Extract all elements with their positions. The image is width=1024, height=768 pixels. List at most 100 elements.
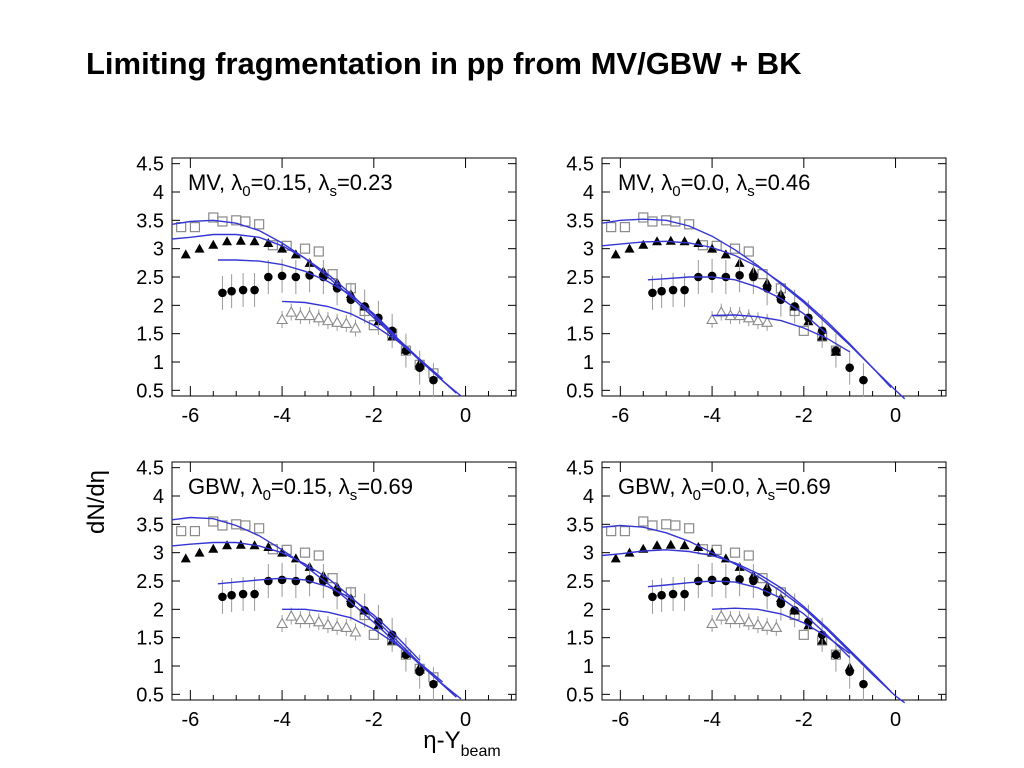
chart-panel-1: 0.511.522.533.544.5-6 -4 -2 0MV, λ0=0.15, λ… — [136, 154, 517, 427]
x-tick-label: -6 — [181, 405, 199, 427]
data-point-open-triangle — [349, 321, 362, 333]
y-tick-label: 4.5 — [566, 154, 594, 176]
y-tick-label: 4 — [153, 182, 164, 204]
data-point-open-square — [661, 519, 672, 530]
y-tick-label: 3.5 — [136, 514, 164, 536]
y-tick-label: 1.5 — [136, 324, 164, 346]
x-tick-label: -2 — [365, 709, 383, 731]
data-point-filled-triangle — [679, 540, 690, 550]
data-point-open-triangle — [276, 313, 289, 325]
data-point-open-triangle — [349, 625, 362, 637]
data-point-open-square — [743, 246, 754, 257]
x-tick-label: -2 — [365, 405, 383, 427]
data-point-open-square — [313, 246, 324, 257]
data-point-filled-triangle — [652, 236, 663, 246]
x-tick-label: -2 — [795, 405, 813, 427]
page-title: Limiting fragmentation in pp from MV/GBW… — [86, 46, 802, 81]
data-point-filled-triangle — [208, 239, 219, 249]
panel-title: MV, λ0=0.0, λs=0.46 — [618, 170, 810, 200]
x-tick-label: 0 — [460, 405, 471, 427]
data-point-filled-circle — [859, 375, 868, 385]
data-point-filled-circle — [218, 288, 227, 298]
data-point-open-square — [299, 547, 311, 558]
data-point-filled-circle — [264, 576, 273, 586]
theory-curve-1 — [601, 524, 906, 704]
data-point-filled-circle — [707, 271, 717, 281]
data-point-open-square — [176, 526, 187, 537]
data-point-open-triangle — [742, 615, 755, 627]
data-point-open-triangle — [724, 613, 737, 625]
data-point-filled-circle — [749, 576, 758, 586]
y-tick-label: 1.5 — [136, 628, 164, 650]
theory-curve-2 — [601, 240, 892, 388]
panel-title-text: =0.0, λ — [681, 170, 748, 195]
data-point-filled-triangle — [638, 239, 649, 249]
data-point-open-triangle — [285, 610, 298, 621]
y-tick-label: 1 — [583, 352, 594, 374]
data-point-open-square — [619, 526, 631, 537]
x-axis-label-main: η-Y — [423, 727, 460, 754]
panel-title-subscript: s — [350, 487, 358, 504]
data-point-filled-circle — [707, 575, 717, 585]
data-point-open-triangle — [706, 313, 719, 325]
x-tick-label: -4 — [273, 709, 291, 731]
data-point-filled-circle — [845, 363, 854, 372]
data-point-filled-circle — [680, 285, 689, 295]
y-tick-label: 4.5 — [136, 154, 164, 176]
data-point-open-square — [254, 523, 265, 534]
panel-title-text: =0.69 — [357, 474, 413, 499]
data-point-open-triangle — [285, 306, 298, 317]
data-point-open-triangle — [761, 620, 774, 631]
data-point-filled-triangle — [610, 553, 621, 563]
data-point-filled-circle — [415, 363, 424, 372]
theory-curve-2 — [171, 233, 457, 394]
y-tick-label: 1.5 — [566, 628, 594, 650]
data-point-open-square — [606, 526, 617, 537]
panel-title-subscript: 0 — [672, 183, 680, 200]
data-point-filled-circle — [648, 288, 657, 298]
x-tick-label: -4 — [703, 709, 721, 731]
y-tick-label: 1.5 — [566, 324, 594, 346]
data-point-open-square — [638, 212, 649, 223]
data-point-filled-circle — [291, 576, 301, 586]
panel-title-text: =0.69 — [775, 474, 831, 499]
data-point-open-square — [798, 629, 809, 640]
x-tick-label: -6 — [611, 405, 629, 427]
theory-curve-4 — [712, 314, 851, 353]
data-point-filled-circle — [238, 589, 248, 599]
data-point-filled-circle — [694, 576, 703, 586]
data-point-filled-circle — [277, 271, 287, 281]
panel-title-text: MV, λ — [188, 170, 242, 195]
data-point-filled-triangle — [194, 243, 205, 253]
data-point-open-triangle — [294, 613, 307, 625]
y-tick-label: 4.5 — [566, 458, 594, 480]
panel-title-text: =0.46 — [755, 170, 811, 195]
data-point-filled-triangle — [610, 249, 621, 259]
data-point-open-square — [189, 526, 201, 537]
y-tick-label: 1 — [153, 656, 164, 678]
y-tick-label: 2 — [583, 295, 594, 317]
panel-title-text: GBW, λ — [618, 474, 693, 499]
panel-title: GBW, λ0=0.0, λs=0.69 — [618, 474, 831, 504]
data-point-open-square — [670, 520, 681, 531]
y-tick-label: 1 — [583, 656, 594, 678]
panel-title-text: =0.15, λ — [251, 170, 330, 195]
x-tick-label: 0 — [890, 405, 901, 427]
panel-title-subscript: 0 — [263, 487, 271, 504]
theory-curve-3 — [217, 259, 398, 337]
data-point-filled-circle — [859, 679, 868, 689]
theory-curve-4 — [712, 607, 851, 655]
data-point-filled-triangle — [235, 235, 246, 245]
data-point-filled-circle — [749, 272, 758, 282]
data-point-open-square — [313, 550, 324, 561]
panel-title-text: =0.0, λ — [701, 474, 768, 499]
panel-title-text: =0.15, λ — [271, 474, 350, 499]
data-point-filled-circle — [648, 592, 657, 602]
panel-title-subscript: s — [768, 487, 776, 504]
panel-title-text: =0.23 — [337, 170, 393, 195]
y-tick-label: 2.5 — [136, 571, 164, 593]
data-point-open-triangle — [752, 618, 764, 630]
chart-panel-2: 0.511.522.533.544.5-6 -4 -2 0MV, λ0=0.0, λs… — [566, 154, 947, 427]
data-point-open-triangle — [303, 309, 316, 321]
